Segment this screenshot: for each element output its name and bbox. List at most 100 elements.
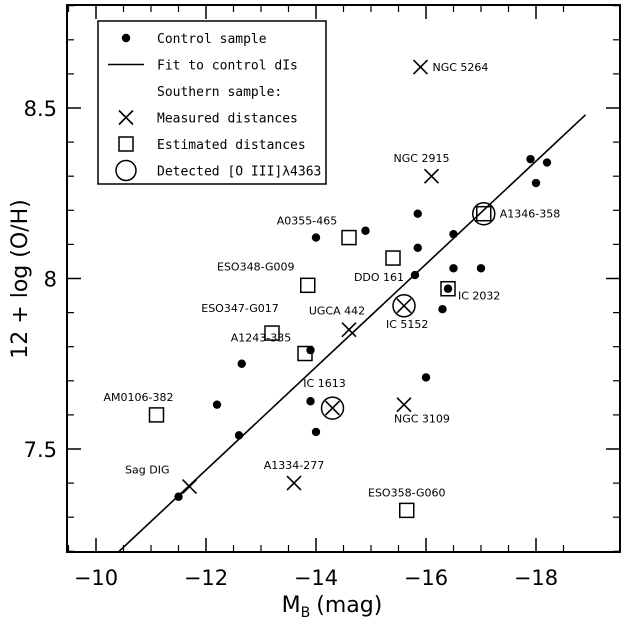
measured-distance-point	[181, 478, 198, 495]
point-label-layer: Sag DIG A1334-277 UGCA 442 NGC 3109 NGC 2915…	[104, 61, 561, 499]
measured-distance-point	[412, 59, 429, 75]
measured-distance-point	[118, 109, 134, 126]
control-sample-point	[421, 373, 431, 382]
oiii-detection-point	[392, 294, 416, 318]
legend-entry: Control sample	[121, 32, 267, 47]
legend-entry: Fit to control dIs	[108, 59, 298, 74]
measured-distance-point	[423, 168, 440, 184]
y-axis-title: 12 + log (O/H)	[8, 199, 33, 358]
legend-entry: Measured distances	[118, 109, 298, 127]
y-tick-label: 8.5	[24, 97, 57, 121]
control-sample-point	[449, 264, 458, 273]
marker-layer	[148, 59, 552, 519]
point-label: A1243-335	[231, 332, 291, 345]
estimated-distance-point	[264, 325, 280, 341]
control-sample-point	[237, 359, 246, 368]
estimated-distance-point	[300, 277, 316, 294]
oiii-detection-point	[472, 201, 496, 226]
x-axis-title-unit: (mag)	[316, 593, 382, 618]
point-label: DDO 161	[354, 271, 404, 284]
point-label: NGC 3109	[394, 413, 450, 426]
x-tick-label: −10	[74, 566, 118, 590]
estimated-distance-point	[399, 502, 415, 519]
estimated-distance-point	[341, 229, 357, 246]
measured-distance-point	[324, 400, 341, 416]
control-sample-point	[438, 304, 447, 314]
x-axis-title-main: M	[282, 593, 301, 618]
estimated-distance-point	[297, 345, 313, 362]
legend-box	[97, 20, 327, 185]
estimated-distance-point	[440, 280, 456, 297]
control-sample-point	[413, 243, 422, 253]
cross-stroke	[423, 168, 440, 184]
cross-stroke	[396, 397, 412, 413]
point-label: ESO347-G017	[201, 302, 278, 315]
point-label: IC 1613	[303, 377, 345, 390]
legend-dot-icon	[121, 33, 131, 43]
x-tick-label: −16	[404, 566, 448, 590]
measured-distance-point	[286, 475, 302, 491]
cross-stroke	[118, 109, 134, 126]
y-tick-label: 7.5	[24, 438, 57, 462]
point-label: A1334-277	[264, 459, 324, 472]
point-label: IC 5152	[386, 318, 428, 331]
control-sample-point	[476, 264, 486, 273]
control-sample-point	[542, 158, 552, 167]
legend-entry: Detected [O III]λ4363	[115, 159, 321, 182]
control-sample-point	[410, 270, 420, 280]
legend-label: Control sample	[157, 32, 267, 47]
measured-distance-point	[341, 322, 357, 338]
point-label: AM0106-382	[104, 391, 174, 404]
control-sample-point	[413, 209, 422, 218]
control-sample-point	[311, 233, 321, 242]
oiii-detection-point	[115, 159, 137, 182]
cross-stroke	[341, 322, 357, 338]
point-label: IC 2032	[458, 290, 500, 303]
legend-label: Southern sample:	[157, 85, 282, 100]
cross-stroke	[181, 478, 198, 495]
estimated-distance-point	[476, 205, 492, 222]
legend-label: Detected [O III]λ4363	[157, 165, 321, 180]
point-label: ESO358-G060	[368, 486, 445, 499]
control-sample-point	[311, 427, 321, 437]
measured-distance-point	[396, 298, 412, 314]
cross-stroke	[324, 400, 341, 416]
estimated-distance-point	[385, 250, 401, 266]
point-label: NGC 5264	[433, 61, 489, 74]
point-label: A0355-465	[277, 215, 337, 228]
oiii-detection-point	[320, 396, 345, 420]
x-tick-label: −14	[294, 566, 338, 590]
x-tick-label: −12	[184, 566, 228, 590]
control-sample-point	[212, 400, 222, 409]
point-label: A1346-358	[500, 208, 560, 221]
cross-stroke	[396, 298, 412, 314]
legend-label: Fit to control dIs	[157, 59, 298, 74]
legend-entry: Estimated distances	[118, 136, 306, 153]
plot-frame	[66, 4, 621, 553]
cross-stroke	[412, 59, 429, 75]
legend-entry: Southern sample:	[157, 85, 282, 100]
control-sample-point	[361, 226, 370, 235]
legend-square-icon	[118, 136, 134, 152]
y-tick-label: 8	[44, 268, 57, 292]
x-axis-title-subscript: B	[301, 605, 311, 621]
x-axis-title: MB (mag)	[282, 593, 383, 621]
control-sample-point	[174, 492, 183, 501]
point-label: Sag DIG	[125, 464, 169, 477]
control-sample-point	[531, 178, 541, 188]
control-sample-point	[449, 229, 458, 239]
legend-label: Measured distances	[157, 112, 298, 127]
cross-stroke	[286, 475, 302, 491]
point-label: ESO348-G009	[217, 260, 294, 273]
legend: Control sample Fit to control dIs Southern…	[97, 20, 327, 185]
point-label: NGC 2915	[394, 152, 450, 165]
x-tick-label: −18	[514, 566, 558, 590]
measured-distance-point	[396, 397, 412, 413]
estimated-distance-point	[148, 407, 165, 423]
control-sample-point	[234, 431, 244, 440]
control-sample-point	[306, 397, 315, 406]
control-sample-point	[443, 284, 453, 293]
legend-label: Estimated distances	[157, 138, 306, 153]
point-label: UGCA 442	[309, 305, 365, 318]
